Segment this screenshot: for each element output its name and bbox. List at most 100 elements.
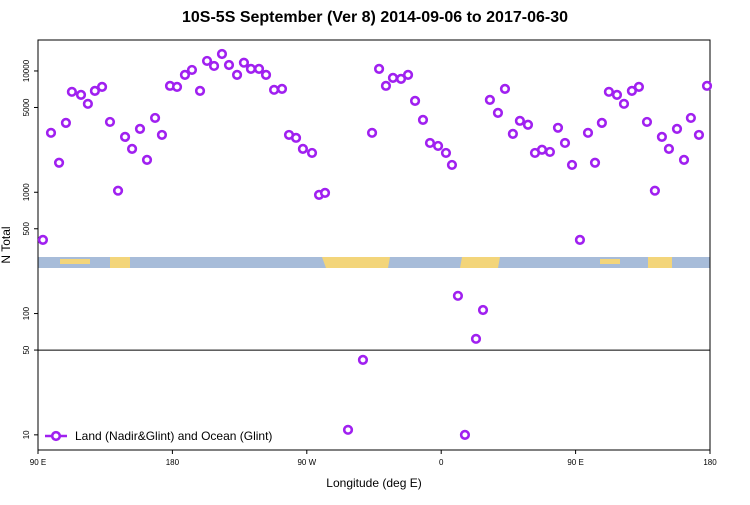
point <box>141 154 153 165</box>
point <box>459 429 471 440</box>
point <box>559 137 571 149</box>
point <box>96 81 108 92</box>
point <box>126 143 138 154</box>
point <box>424 137 436 149</box>
point <box>649 185 660 196</box>
point <box>582 127 594 138</box>
point <box>276 83 288 94</box>
point <box>231 69 243 80</box>
point <box>60 117 72 129</box>
point <box>387 72 399 83</box>
point <box>89 85 100 96</box>
point <box>395 73 407 84</box>
map-strip <box>38 257 710 268</box>
x-tick-label: 180 <box>166 458 180 467</box>
point <box>693 129 705 141</box>
point <box>238 57 250 68</box>
point <box>470 333 482 344</box>
point <box>216 48 228 60</box>
point <box>104 116 116 128</box>
point <box>402 69 414 80</box>
point <box>589 157 601 168</box>
point <box>134 123 146 134</box>
point <box>417 114 429 125</box>
point <box>574 234 586 245</box>
x-tick-label: 90 E <box>30 458 46 467</box>
point <box>253 63 265 74</box>
y-axis-label: N Total <box>0 226 13 263</box>
point <box>522 119 534 130</box>
point <box>499 83 511 94</box>
point <box>223 59 235 71</box>
point <box>194 85 206 96</box>
x-tick-label: 90 W <box>297 458 316 467</box>
point <box>484 94 495 105</box>
point <box>626 85 637 96</box>
point <box>37 234 49 245</box>
point <box>290 132 302 143</box>
point <box>156 129 168 141</box>
point <box>149 112 161 124</box>
point <box>701 80 713 91</box>
y-tick-label: 1000 <box>22 183 31 201</box>
point <box>641 116 653 128</box>
point <box>357 354 369 365</box>
x-tick-label: 180 <box>703 458 717 467</box>
point <box>552 122 564 133</box>
point <box>452 290 464 301</box>
point <box>366 127 378 138</box>
point <box>45 127 57 138</box>
point <box>514 115 525 126</box>
point <box>566 159 578 171</box>
point <box>685 112 696 124</box>
y-tick-label: 100 <box>22 306 31 320</box>
point <box>656 131 668 143</box>
point <box>179 69 191 80</box>
x-tick-label: 0 <box>439 458 444 467</box>
point <box>208 60 220 72</box>
point <box>432 140 444 152</box>
y-tick-label: 50 <box>22 345 31 354</box>
y-tick-label: 5000 <box>22 98 31 116</box>
legend-marker <box>50 430 62 442</box>
point <box>663 143 675 154</box>
point <box>603 86 615 97</box>
point <box>596 117 607 129</box>
plot-frame <box>37 39 711 451</box>
point <box>112 185 124 196</box>
point <box>611 89 623 100</box>
point <box>186 64 198 76</box>
point <box>409 95 421 106</box>
point <box>544 146 556 158</box>
point <box>319 187 331 198</box>
point <box>373 63 385 74</box>
point <box>446 159 458 171</box>
point <box>201 55 213 67</box>
x-axis-label: Longitude (deg E) <box>326 476 421 490</box>
point <box>477 304 489 316</box>
point <box>440 147 452 159</box>
point <box>633 81 645 92</box>
point <box>66 86 77 97</box>
point <box>297 143 309 154</box>
point <box>671 123 683 134</box>
point <box>53 157 65 168</box>
point <box>380 80 392 91</box>
x-tick-label: 90 E <box>567 458 583 467</box>
legend-label: Land (Nadir&Glint) and Ocean (Glint) <box>75 429 272 443</box>
point <box>306 147 318 159</box>
y-tick-label: 500 <box>22 222 31 236</box>
point <box>536 144 548 155</box>
point <box>119 131 131 143</box>
point <box>342 424 354 435</box>
point <box>75 89 87 100</box>
point <box>492 107 504 119</box>
y-tick-label: 10 <box>22 430 31 439</box>
y-tick-label: 10000 <box>22 59 31 82</box>
point <box>82 98 93 109</box>
point <box>678 154 690 165</box>
point <box>171 81 183 92</box>
point <box>245 63 257 74</box>
